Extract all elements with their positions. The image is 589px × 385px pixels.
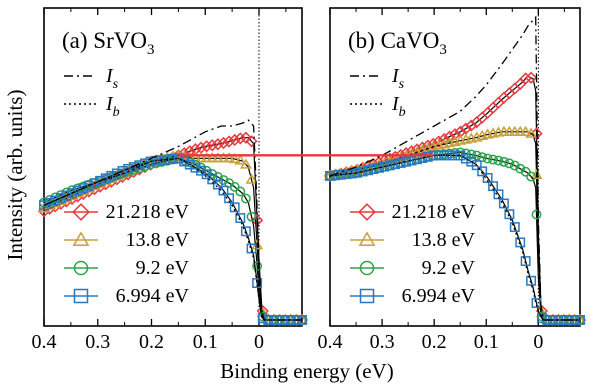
x-tick-label: 0.2 — [422, 331, 447, 353]
x-tick-label: 0.3 — [85, 331, 110, 353]
x-tick-label: 0 — [254, 331, 264, 353]
legend-ref-line-label: Ib — [105, 93, 120, 120]
x-tick-label: 0.2 — [139, 331, 164, 353]
panel-title-subscript: 3 — [147, 42, 155, 58]
legend-ref-line-subscript: b — [113, 105, 120, 120]
legend-ref-line-label: Is — [391, 65, 405, 92]
panel-title-subscript: 3 — [439, 42, 447, 58]
legend-label: 21.218 eV — [106, 201, 190, 223]
legend-swatch-marker — [360, 233, 374, 245]
x-tick-label: 0 — [533, 331, 543, 353]
panel-b: 0.4 0.3 0.2 0.1 0 (b) CaVO3 IsIb 21.218 eV 13.8 … — [318, 8, 586, 353]
x-axis-title: Binding energy (eV) — [220, 359, 393, 383]
y-axis-title: Intensity (arb. units) — [3, 90, 27, 261]
legend-label: 6.994 eV — [116, 285, 190, 307]
legend-label: 13.8 eV — [412, 229, 476, 251]
x-tick-label: 0.4 — [318, 331, 343, 353]
panel-label: (b) CaVO3 — [348, 28, 447, 58]
legend-ref-line-subscript: s — [113, 77, 119, 92]
x-tick-label: 0.1 — [474, 331, 499, 353]
legend-label: 9.2 eV — [422, 257, 476, 279]
legend-label: 6.994 eV — [402, 285, 476, 307]
x-tick-label: 0.1 — [193, 331, 218, 353]
legend-ref-line-label: Ib — [391, 93, 406, 120]
legend-ref-line-subscript: s — [399, 77, 405, 92]
legend-swatch-marker — [74, 233, 88, 245]
legend-ref-line-subscript: b — [399, 105, 406, 120]
legend-label: 9.2 eV — [136, 257, 190, 279]
x-tick-label: 0.3 — [370, 331, 395, 353]
legend-label: 21.218 eV — [392, 201, 476, 223]
series-line — [330, 76, 580, 320]
legend-ref-line-label: Is — [105, 65, 119, 92]
x-tick-label: 0.4 — [32, 331, 57, 353]
panel-label: (a) SrVO3 — [62, 28, 154, 58]
legend-label: 13.8 eV — [126, 229, 190, 251]
